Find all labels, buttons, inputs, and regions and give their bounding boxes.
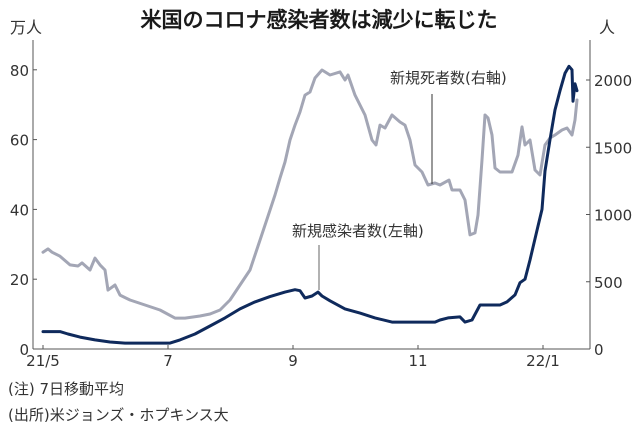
- cases-annotation-label: 新規感染者数(左軸): [292, 222, 424, 240]
- x-tick-label: 9: [288, 352, 298, 370]
- deaths-line: [41, 68, 579, 320]
- x-tick-label: 22/1: [526, 352, 560, 370]
- left-tick-label: 40: [10, 201, 29, 219]
- right-tick-label: 0: [594, 341, 604, 359]
- right-tick-label: 2000: [594, 72, 632, 90]
- left-tick-label: 20: [10, 271, 29, 289]
- right-tick-label: 500: [594, 274, 623, 292]
- axes: 0 20 40 60 80 0 500 1000 1500 2000 21/5 7 9 11 22/1: [10, 40, 632, 370]
- right-tick-label: 1000: [594, 207, 632, 225]
- right-axis-unit: 人: [599, 18, 616, 37]
- cases-line: [41, 64, 579, 345]
- annotations: 新規感染者数(左軸) 新規死者数(右軸): [292, 69, 507, 290]
- left-axis-unit: 万人: [10, 18, 43, 37]
- note-moving-average: (注) 7日移動平均: [8, 380, 125, 398]
- left-tick-label: 0: [19, 341, 29, 359]
- source-note: (出所)米ジョンズ・ホプキンス大: [8, 406, 229, 424]
- series-lines: [41, 64, 579, 345]
- right-tick-label: 1500: [594, 139, 632, 157]
- left-tick-label: 60: [10, 132, 29, 150]
- x-tick-label: 21/5: [26, 352, 60, 370]
- deaths-annotation-label: 新規死者数(右軸): [390, 69, 507, 87]
- x-tick-label: 7: [163, 352, 173, 370]
- x-tick-label: 11: [408, 352, 427, 370]
- chart-title: 米国のコロナ感染者数は減少に転じた: [140, 8, 498, 32]
- left-tick-label: 80: [10, 62, 29, 80]
